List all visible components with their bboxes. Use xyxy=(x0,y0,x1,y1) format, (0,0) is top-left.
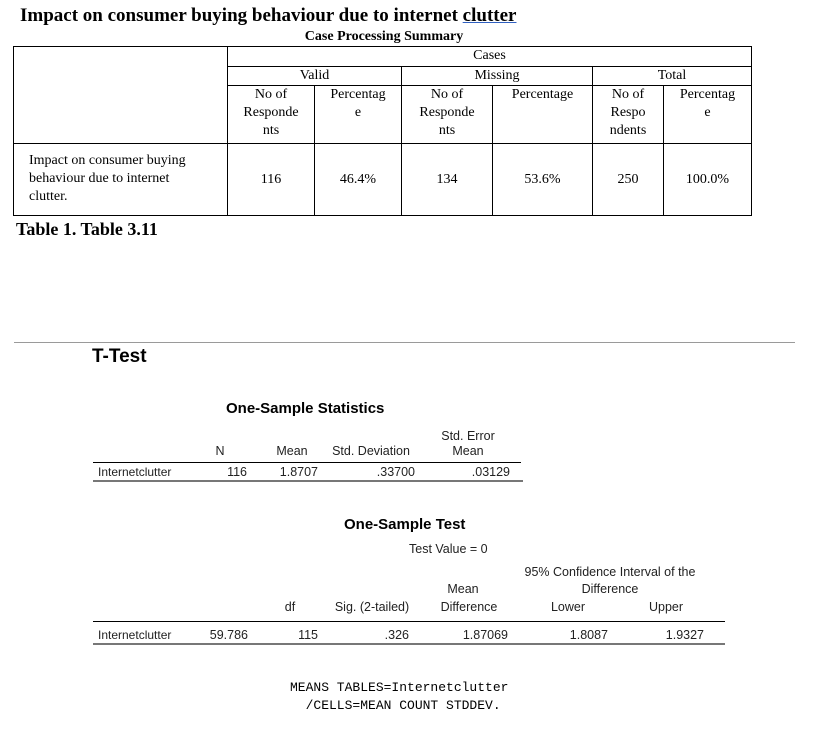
header-upper: Upper xyxy=(648,600,684,614)
header-line: e xyxy=(354,105,362,120)
missing-respondents-cell: 134 xyxy=(401,143,493,216)
value-std-error-mean: .03129 xyxy=(471,465,510,479)
syntax-block: MEANS TABLES=Internetclutter /CELLS=MEAN… xyxy=(290,679,508,715)
header-line: Percentage xyxy=(511,87,574,102)
total-percentage-cell: 100.0% xyxy=(663,143,752,216)
header-line: No of xyxy=(254,87,288,102)
value-n: 116 xyxy=(227,465,247,479)
header-line: nts xyxy=(438,123,456,138)
value-t: 59.786 xyxy=(209,628,248,642)
header-line: e xyxy=(704,105,711,120)
header-rule xyxy=(93,462,521,463)
table-row: Impact on consumer buying behaviour due … xyxy=(13,143,752,216)
document-title: Impact on consumer buying behaviour due … xyxy=(20,5,516,27)
header-sig: Sig. (2-tailed) xyxy=(334,600,410,614)
ci-header: 95% Confidence Interval of the xyxy=(524,565,696,579)
valid-respondents-header: No of Responde nts xyxy=(227,85,315,144)
header-df: df xyxy=(284,600,296,614)
header-lower: Lower xyxy=(550,600,586,614)
document-title-text: Impact on consumer buying behaviour due … xyxy=(20,5,463,26)
syntax-line: /CELLS=MEAN COUNT STDDEV. xyxy=(290,698,501,713)
valid-percentage-cell: 46.4% xyxy=(314,143,402,216)
missing-percentage-cell: 53.6% xyxy=(492,143,593,216)
row-label-internetclutter: Internetclutter xyxy=(98,465,172,479)
header-std-deviation: Std. Deviation xyxy=(332,444,410,458)
header-mean-difference-2: Difference xyxy=(440,600,498,614)
header-mean: Mean xyxy=(276,444,308,458)
header-std-error: Std. Error xyxy=(441,429,495,443)
one-sample-statistics-title: One-Sample Statistics xyxy=(226,400,385,417)
section-divider xyxy=(14,342,795,343)
header-n: N xyxy=(215,444,225,458)
valid-header: Valid xyxy=(227,66,402,86)
test-value-label: Test Value = 0 xyxy=(409,542,488,556)
total-respondents-cell: 250 xyxy=(592,143,664,216)
header-line: ndents xyxy=(609,123,647,138)
cases-header: Cases xyxy=(227,46,752,67)
value-sig: .326 xyxy=(384,628,409,642)
one-sample-test-title: One-Sample Test xyxy=(344,516,466,533)
header-line: No of xyxy=(611,87,645,102)
case-processing-caption: Case Processing Summary xyxy=(304,29,464,44)
header-line: nts xyxy=(262,123,280,138)
header-line: Responde xyxy=(243,105,299,120)
ttest-heading: T-Test xyxy=(92,346,147,367)
missing-header: Missing xyxy=(401,66,593,86)
row-label-line: clutter. xyxy=(29,189,68,204)
value-std-deviation: .33700 xyxy=(376,465,415,479)
total-header: Total xyxy=(592,66,752,86)
header-std-error-mean: Mean xyxy=(452,444,484,458)
header-rule xyxy=(93,621,725,622)
total-percentage-header: Percentag e xyxy=(663,85,752,144)
case-processing-table: Cases Valid Missing Total No of Responde… xyxy=(13,46,752,216)
header-mean-difference: Mean xyxy=(447,582,479,596)
value-lower: 1.8087 xyxy=(569,628,608,642)
row-label-line: Impact on consumer buying xyxy=(29,153,186,168)
syntax-line: MEANS TABLES=Internetclutter xyxy=(290,680,509,695)
header-line: Responde xyxy=(419,105,475,120)
header-line: Respo xyxy=(610,105,646,120)
row-label: Impact on consumer buying behaviour due … xyxy=(13,143,228,216)
missing-percentage-header: Percentage xyxy=(492,85,593,144)
row-label-internetclutter: Internetclutter xyxy=(98,628,172,642)
value-mean: 1.8707 xyxy=(279,465,318,479)
header-line: Percentag xyxy=(679,87,736,102)
value-mean-difference: 1.87069 xyxy=(462,628,508,642)
table-corner-cell xyxy=(13,46,228,144)
valid-percentage-header: Percentag e xyxy=(314,85,402,144)
valid-respondents-cell: 116 xyxy=(227,143,315,216)
table-bottom-rule xyxy=(93,480,523,482)
header-line: Percentag xyxy=(330,87,386,102)
ci-header-difference: Difference xyxy=(581,582,639,596)
value-df: 115 xyxy=(298,628,318,642)
total-respondents-header: No of Respo ndents xyxy=(592,85,664,144)
table-caption: Table 1. Table 3.11 xyxy=(16,219,158,239)
row-label-line: behaviour due to internet xyxy=(29,171,170,186)
header-line: No of xyxy=(430,87,464,102)
document-title-underlined: clutter xyxy=(462,5,517,26)
value-upper: 1.9327 xyxy=(665,628,704,642)
missing-respondents-header: No of Responde nts xyxy=(401,85,493,144)
table-bottom-rule xyxy=(93,643,725,645)
